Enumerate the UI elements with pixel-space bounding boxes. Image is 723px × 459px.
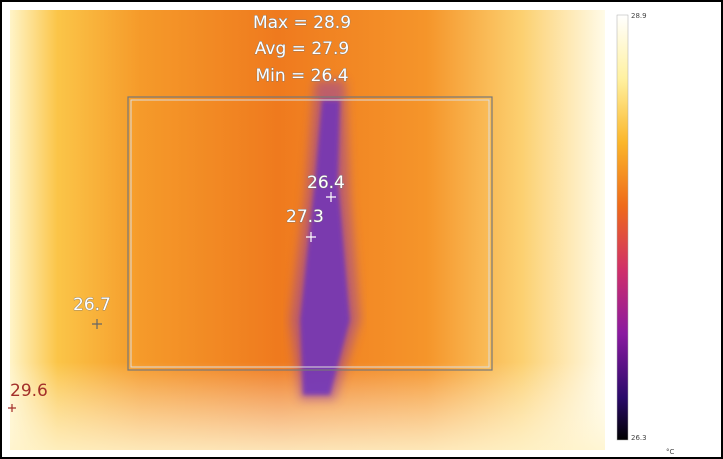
color-scale: [617, 15, 628, 440]
min-stat: Min = 26.4: [255, 66, 348, 86]
scale-max: 28.9: [631, 12, 647, 20]
scale-min: 26.3: [631, 434, 647, 442]
max-stat: Max = 28.9: [253, 13, 351, 33]
avg-stat: Avg = 27.9: [255, 39, 349, 59]
spot-label: 27.3: [286, 207, 324, 227]
page: Max = 28.9 Avg = 27.9 Min = 26.4 26.4 27…: [0, 0, 723, 459]
spot-label: 26.4: [307, 173, 345, 193]
thermal-screenshot: Max = 28.9 Avg = 27.9 Min = 26.4 26.4 27…: [0, 0, 723, 459]
spot-label: 29.6: [10, 381, 48, 401]
spot-label: 26.7: [73, 295, 111, 315]
scale-unit: °C: [666, 448, 675, 456]
